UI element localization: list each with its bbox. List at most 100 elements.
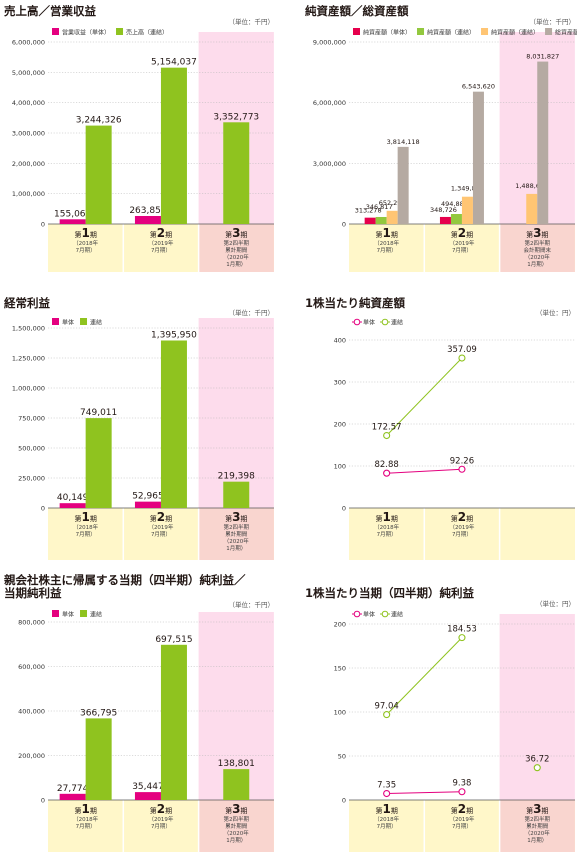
x-category-sub: 7月期） bbox=[151, 247, 171, 254]
x-category-sub: 7月期） bbox=[151, 531, 171, 538]
bar bbox=[160, 340, 187, 508]
x-category-label: 第2期 bbox=[451, 510, 473, 524]
bar bbox=[386, 210, 398, 224]
y-tick-label: 1,250,000 bbox=[12, 355, 45, 363]
chart-title: 経常利益 bbox=[4, 296, 50, 310]
x-category-sub: 1月期） bbox=[226, 837, 246, 844]
data-point bbox=[383, 431, 391, 440]
bar bbox=[223, 122, 250, 224]
legend-label: 単体 bbox=[62, 611, 74, 619]
y-tick-label: 100 bbox=[334, 463, 346, 471]
bar bbox=[223, 769, 250, 800]
x-category-label: 第1期 bbox=[74, 226, 96, 240]
x-category-sub: （2019年 bbox=[148, 523, 173, 531]
legend-swatch bbox=[116, 28, 124, 35]
bar-value-label: 35,447 bbox=[132, 782, 164, 792]
bar bbox=[160, 67, 187, 224]
series-line bbox=[386, 637, 463, 715]
x-category-sub: 7月期） bbox=[151, 823, 171, 830]
chart-title-line-1: 親会社株主に帰属する当期（四半期）純利益／ bbox=[4, 573, 246, 587]
legend-swatch bbox=[52, 610, 59, 617]
bar bbox=[526, 193, 538, 224]
x-category-sub: （2020年 bbox=[224, 537, 249, 545]
bar-value-label: 348,726 bbox=[430, 206, 457, 214]
x-category-sub: 7月期） bbox=[452, 247, 472, 254]
x-category-sub: 会計期間末 bbox=[523, 246, 551, 254]
bar-value-label: 346,817 bbox=[366, 203, 393, 211]
panel-ordinary: 経常利益 （単位：千円） 0 250,000 500,000 750,000 1,000… bbox=[4, 296, 274, 562]
legend-label: 売上高（連結） bbox=[126, 29, 168, 37]
x-category-sub: （2020年 bbox=[224, 253, 249, 261]
x-category-sub: 1月期） bbox=[226, 545, 246, 552]
x-category-label: 第2期 bbox=[150, 510, 172, 524]
x-category-label: 第2期 bbox=[150, 226, 172, 240]
y-tick-label: 2,000,000 bbox=[12, 160, 45, 168]
y-tick-label: 3,000,000 bbox=[313, 160, 346, 168]
bar-value-label: 5,154,037 bbox=[151, 58, 197, 68]
x-category-sub: 累計期間 bbox=[225, 246, 248, 254]
x-category-label: 第2期 bbox=[451, 226, 473, 240]
legend-marker bbox=[353, 610, 361, 618]
bar-value-label: 3,814,118 bbox=[387, 138, 420, 146]
point-value-label: 97.04 bbox=[374, 702, 398, 712]
bar-value-label: 219,398 bbox=[218, 472, 255, 482]
x-category-sub: （2020年 bbox=[525, 829, 550, 837]
y-tick-label: 200,000 bbox=[18, 752, 45, 760]
y-tick-label: 1,000,000 bbox=[12, 385, 45, 393]
bar bbox=[85, 718, 112, 800]
legend-swatch bbox=[481, 28, 489, 35]
legend-label: 連結 bbox=[391, 611, 403, 619]
data-point bbox=[383, 789, 391, 798]
q3-axis-band bbox=[198, 508, 274, 560]
x-category-sub: （2019年 bbox=[449, 523, 474, 531]
y-tick-label: 400 bbox=[334, 337, 346, 345]
x-category-sub: 第2四半期 bbox=[224, 523, 250, 531]
legend-marker bbox=[381, 318, 389, 326]
x-category-sub: （2019年 bbox=[449, 815, 474, 823]
y-tick-label: 200 bbox=[334, 621, 346, 629]
bar bbox=[59, 219, 86, 224]
q3-plot-band bbox=[499, 614, 575, 800]
y-tick-label: 800,000 bbox=[18, 619, 45, 627]
x-axis-band bbox=[349, 508, 575, 560]
bar bbox=[85, 125, 112, 224]
x-category-label: 第1期 bbox=[375, 226, 397, 240]
y-tick-label: 1,000,000 bbox=[12, 190, 45, 198]
y-tick-label: 50 bbox=[338, 753, 346, 761]
x-category-sub: 1月期） bbox=[527, 261, 547, 268]
point-value-label: 172.57 bbox=[372, 423, 402, 433]
legend-swatch bbox=[52, 318, 59, 325]
point-value-label: 184.53 bbox=[447, 625, 477, 635]
point-value-label: 36.72 bbox=[525, 755, 549, 765]
bar bbox=[461, 196, 473, 224]
x-category-sub: 1月期） bbox=[527, 837, 547, 844]
x-category-label: 第3期 bbox=[225, 510, 247, 524]
legend-swatch bbox=[80, 318, 88, 325]
y-tick-label: 750,000 bbox=[18, 415, 45, 423]
q3-axis-band bbox=[198, 224, 274, 272]
series-line bbox=[386, 791, 462, 795]
bar bbox=[160, 644, 187, 800]
bar bbox=[134, 792, 161, 800]
legend-label: 単体 bbox=[363, 611, 375, 619]
unit-label: （単位：円） bbox=[536, 600, 575, 608]
bar-value-label: 40,149 bbox=[57, 493, 89, 503]
legend-swatch bbox=[545, 28, 553, 35]
bar-value-label: 1,395,950 bbox=[151, 330, 197, 340]
legend-label: 純資産額（連結） bbox=[427, 29, 475, 37]
x-category-sub: （2019年 bbox=[148, 815, 173, 823]
x-category-sub: （2018年 bbox=[374, 239, 399, 247]
x-category-sub: 7月期） bbox=[377, 531, 397, 538]
x-category-sub: （2019年 bbox=[148, 239, 173, 247]
panel-eps: 1株当たり当期（四半期）純利益 （単位：円） 0 50 100 150 200 単体 連結第… bbox=[305, 586, 575, 853]
x-category-label: 第2期 bbox=[451, 802, 473, 816]
legend-marker bbox=[381, 610, 389, 618]
bar bbox=[450, 213, 462, 224]
legend-marker bbox=[353, 318, 361, 326]
data-point bbox=[458, 354, 466, 362]
bar bbox=[364, 217, 376, 224]
legend-label: 単体 bbox=[363, 319, 375, 327]
y-tick-label: 600,000 bbox=[18, 663, 45, 671]
bar bbox=[134, 501, 161, 508]
